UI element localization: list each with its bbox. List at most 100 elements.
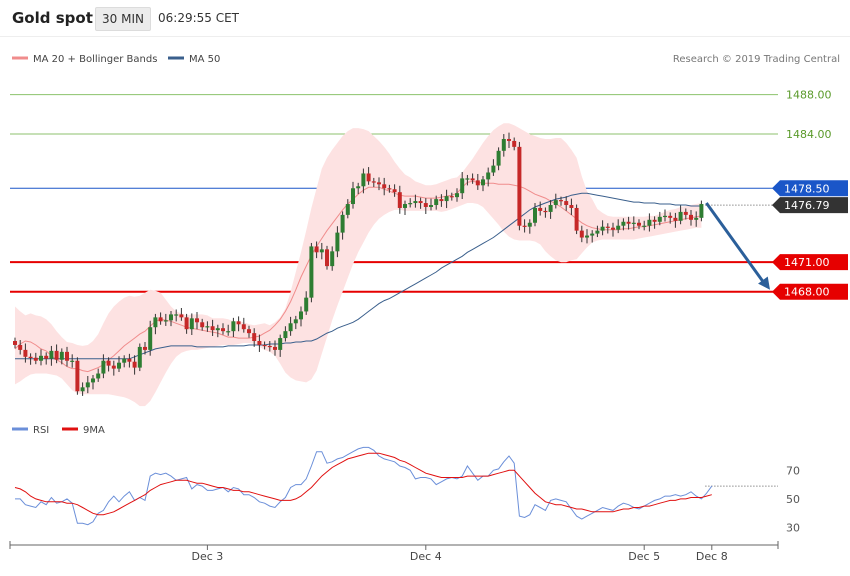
candle-down: [325, 249, 329, 267]
candle-up: [429, 205, 433, 207]
candle-up: [491, 165, 496, 173]
candle-up: [361, 173, 366, 187]
candle-up: [585, 235, 589, 238]
candle-down: [252, 333, 257, 342]
candle-up: [169, 314, 173, 321]
last-price-label: 1476.79: [784, 199, 830, 212]
candle-down: [626, 221, 631, 224]
candle-up: [444, 196, 449, 202]
candle-up: [621, 221, 626, 226]
candle-up: [91, 378, 95, 383]
candle-up: [205, 326, 210, 328]
bollinger-mid-line: [14, 180, 702, 373]
candle-up: [496, 150, 501, 166]
candle-up: [647, 219, 652, 226]
candle-up: [335, 232, 340, 252]
candle-down: [273, 346, 277, 350]
candle-down: [195, 318, 199, 323]
candle-down: [18, 344, 23, 350]
candle-down: [512, 140, 517, 147]
x-tick-label: Dec 3: [192, 550, 224, 563]
candle-down: [262, 344, 267, 347]
candle-down: [507, 138, 511, 141]
rsi-line: [15, 446, 713, 526]
candle-up: [226, 331, 231, 333]
candle-down: [423, 203, 428, 207]
candle-down: [200, 322, 205, 328]
candle-up: [163, 320, 168, 322]
candle-up: [356, 186, 361, 189]
rsi-legend-label: RSI: [33, 425, 49, 436]
candle-up: [533, 207, 537, 223]
candle-down: [418, 201, 423, 204]
candle-down: [579, 230, 584, 238]
candle-up: [600, 226, 605, 231]
candle-down: [559, 200, 563, 202]
price-axis-labels: 1488.00 1484.00 1478.50 1471.00 1468.00 1476.…: [705, 89, 848, 300]
candle-up: [319, 249, 324, 253]
candle-up: [408, 203, 413, 205]
price-levels: [10, 94, 778, 293]
candle-down: [143, 346, 147, 350]
candle-down: [652, 219, 657, 222]
rsi-tick-label: 30: [786, 522, 800, 535]
candle-up: [293, 319, 298, 324]
candle-down: [397, 192, 402, 208]
candle-down: [517, 146, 522, 226]
candle-down: [23, 349, 28, 357]
time-axis: Dec 3 Dec 4 Dec 5 Dec 8: [9, 541, 779, 563]
candle-up: [657, 216, 662, 222]
candle-up: [288, 323, 293, 332]
candle-up: [122, 358, 127, 363]
main-legend: MA 20 + Bollinger Bands MA 50 Research ©…: [12, 54, 840, 65]
candle-down: [54, 350, 59, 360]
rsi-ma9-line: [14, 452, 712, 516]
candle-down: [132, 361, 137, 368]
candle-down: [564, 201, 569, 206]
interval-selector[interactable]: 30 MIN: [95, 7, 151, 31]
candle-down: [184, 317, 189, 330]
last-price-box: [772, 197, 848, 214]
candle-up: [148, 327, 153, 350]
candle-down: [127, 358, 132, 362]
rsi-tick-label: 50: [786, 493, 800, 506]
candle-up: [283, 331, 288, 339]
support-label: 1468.00: [784, 286, 830, 299]
candle-up: [434, 199, 439, 206]
candle-down: [65, 351, 69, 361]
resistance-label: 1484.00: [786, 128, 832, 141]
candle-up: [595, 230, 600, 234]
candle-up: [694, 217, 699, 220]
candle-down: [44, 355, 49, 359]
candle-down: [75, 360, 80, 392]
candle-down: [569, 205, 574, 208]
candle-down: [392, 189, 397, 193]
candle-up: [340, 214, 345, 233]
candle-up: [481, 179, 485, 186]
candle-up: [527, 222, 532, 227]
candle-down: [111, 365, 116, 369]
candle-down: [106, 360, 111, 366]
pivot-label-box: [772, 180, 848, 197]
support-label-box: [772, 283, 848, 300]
candle-down: [611, 227, 615, 230]
candle-up: [678, 211, 683, 221]
candle-down: [605, 226, 610, 228]
candle-down: [158, 317, 163, 322]
rsi-legend: RSI 9MA: [12, 425, 105, 436]
candle-up: [299, 311, 303, 320]
candle-up: [70, 360, 75, 362]
candle-down: [267, 345, 272, 348]
rsi-tick-label: 70: [786, 464, 800, 477]
bollinger-legend-label: MA 20 + Bollinger Bands: [33, 54, 157, 65]
candle-down: [241, 324, 246, 330]
support-label: 1471.00: [784, 256, 830, 269]
x-tick-label: Dec 5: [628, 550, 660, 563]
forecast-arrow-head: [758, 276, 770, 290]
source-credit: Research © 2019 Trading Central: [673, 54, 840, 65]
candle-up: [460, 178, 465, 194]
candle-down: [668, 215, 673, 218]
header-bar: Gold spot 30 MIN 06:29:55 CET: [0, 0, 850, 37]
candle-down: [221, 328, 225, 332]
